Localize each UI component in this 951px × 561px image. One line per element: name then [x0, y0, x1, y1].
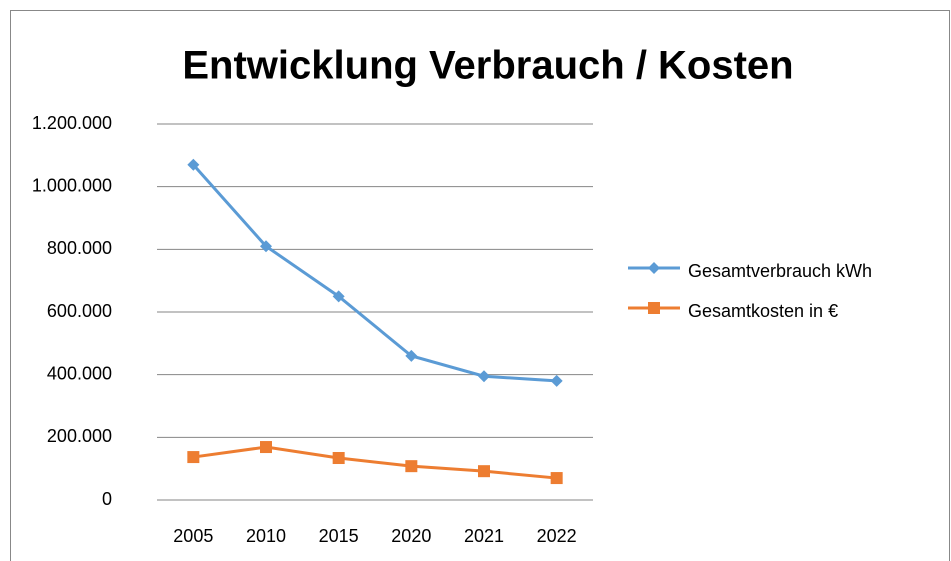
marker: [648, 262, 660, 274]
legend-label: Gesamtkosten in €: [688, 301, 839, 321]
legend-swatch: [628, 302, 680, 314]
legend-item: Gesamtverbrauch kWh: [628, 255, 888, 288]
x-tick-label: 2021: [464, 526, 504, 546]
legend-label: Gesamtverbrauch kWh: [688, 261, 873, 281]
y-tick-label: 600.000: [47, 301, 112, 321]
marker: [187, 451, 200, 464]
marker: [332, 290, 345, 303]
x-tick-label: 2015: [319, 526, 359, 546]
x-tick-label: 2022: [537, 526, 577, 546]
x-tick-label: 2005: [173, 526, 213, 546]
y-tick-label: 1.000.000: [32, 175, 112, 195]
marker: [405, 460, 418, 473]
legend-item: Gesamtkosten in €: [628, 295, 888, 328]
marker: [405, 349, 418, 362]
x-tick-label: 2020: [391, 526, 431, 546]
series-line: [193, 445, 557, 480]
marker: [550, 472, 563, 485]
y-tick-label: 800.000: [47, 238, 112, 258]
y-tick-label: 0: [102, 489, 112, 509]
marker: [332, 452, 345, 465]
legend: Gesamtverbrauch kWh Gesamtkosten in €: [628, 255, 928, 335]
chart-title: Entwicklung Verbrauch / Kosten: [182, 44, 793, 88]
y-tick-label: 200.000: [47, 426, 112, 446]
legend-swatch: [628, 262, 680, 274]
marker: [550, 374, 563, 387]
marker: [187, 158, 200, 171]
y-tick-label: 400.000: [47, 363, 112, 383]
y-tick-label: 1.200.000: [32, 113, 112, 133]
x-tick-label: 2010: [246, 526, 286, 546]
marker: [478, 370, 490, 383]
series-line: [192, 163, 557, 383]
marker: [260, 240, 272, 253]
marker: [478, 465, 490, 478]
marker: [260, 441, 272, 454]
marker: [648, 302, 660, 314]
